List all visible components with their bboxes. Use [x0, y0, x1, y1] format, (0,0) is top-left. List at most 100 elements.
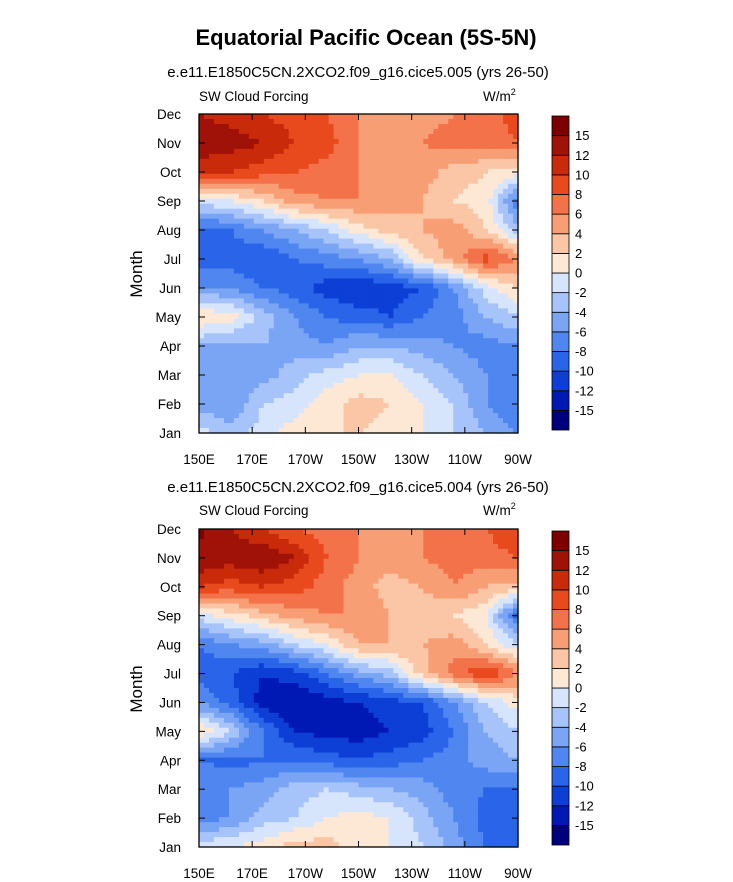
contour-cell — [243, 563, 250, 570]
contour-cell — [433, 408, 439, 414]
contour-cell — [448, 213, 454, 220]
contour-cell — [228, 563, 235, 570]
contour-cell — [293, 153, 300, 160]
contour-cell — [273, 578, 280, 585]
contour-cell — [443, 208, 449, 215]
contour-cell — [368, 333, 375, 339]
contour-cell — [453, 213, 459, 220]
contour-cell — [503, 148, 509, 155]
contour-cell — [438, 128, 444, 135]
contour-cell — [268, 138, 275, 145]
contour-cell — [503, 163, 509, 170]
contour-cell — [478, 123, 484, 130]
contour-cell — [423, 228, 429, 235]
contour-cell — [368, 573, 375, 580]
contour-cell — [363, 408, 370, 414]
contour-cell — [413, 553, 419, 560]
contour-cell — [263, 553, 270, 560]
contour-cell — [248, 563, 255, 570]
contour-cell — [498, 378, 504, 384]
contour-cell — [333, 118, 340, 125]
contour-cell — [393, 578, 399, 585]
contour-cell — [458, 343, 464, 349]
contour-cell — [373, 308, 380, 314]
contour-cell — [473, 313, 479, 319]
contour-cell — [343, 178, 350, 185]
contour-cell — [288, 123, 295, 130]
contour-cell — [303, 193, 310, 200]
contour-cell — [218, 118, 225, 125]
contour-cell — [203, 583, 210, 590]
contour-cell — [493, 118, 499, 125]
contour-cell — [248, 363, 255, 369]
contour-cell — [223, 423, 230, 429]
contour-cell — [338, 368, 345, 374]
contour-cell — [393, 323, 399, 329]
contour-cell — [428, 303, 434, 309]
contour-cell — [318, 368, 325, 374]
contour-cell — [313, 198, 320, 205]
contour-cell — [418, 548, 424, 555]
contour-cell — [253, 338, 260, 344]
contour-cell — [448, 228, 454, 235]
contour-cell — [353, 138, 360, 145]
contour-cell — [318, 529, 325, 535]
contour-cell — [248, 273, 255, 280]
contour-cell — [498, 308, 504, 314]
colorbar-label: -12 — [575, 383, 594, 398]
contour-cell — [478, 543, 484, 550]
contour-cell — [298, 328, 305, 334]
contour-cell — [513, 128, 519, 135]
contour-cell — [468, 178, 474, 185]
contour-cell — [403, 163, 409, 170]
contour-cell — [343, 133, 350, 140]
contour-cell — [408, 218, 414, 225]
contour-cell — [218, 263, 225, 270]
contour-cell — [213, 423, 220, 429]
contour-cell — [368, 114, 375, 120]
contour-cell — [503, 403, 509, 409]
contour-cell — [278, 568, 285, 575]
contour-cell — [363, 383, 370, 389]
contour-cell — [213, 208, 220, 215]
contour-cell — [338, 293, 345, 300]
contour-cell — [508, 423, 514, 429]
contour-cell — [428, 133, 434, 140]
contour-cell — [423, 128, 429, 135]
contour-cell — [358, 543, 365, 550]
contour-cell — [493, 128, 499, 135]
contour-cell — [258, 303, 265, 309]
contour-cell — [199, 293, 205, 300]
contour-cell — [288, 293, 295, 300]
contour-cell — [443, 378, 449, 384]
contour-cell — [388, 163, 394, 170]
contour-cell — [328, 238, 335, 245]
contour-cell — [508, 338, 514, 344]
contour-cell — [203, 323, 210, 329]
contour-cell — [318, 128, 325, 135]
contour-cell — [243, 158, 250, 165]
contour-cell — [333, 393, 340, 399]
contour-cell — [488, 383, 494, 389]
contour-cell — [378, 393, 385, 399]
contour-cell — [468, 403, 474, 409]
contour-cell — [343, 573, 350, 580]
contour-cell — [473, 138, 479, 145]
contour-cell — [238, 133, 245, 140]
contour-cell — [478, 138, 484, 145]
contour-cell — [418, 353, 424, 359]
contour-cell — [483, 173, 489, 180]
contour-cell — [423, 203, 429, 210]
contour-cell — [253, 403, 260, 409]
contour-cell — [493, 273, 499, 280]
contour-cell — [388, 218, 394, 225]
contour-cell — [408, 328, 414, 334]
contour-cell — [318, 173, 325, 180]
contour-cell — [483, 529, 489, 535]
contour-cell — [468, 358, 474, 364]
contour-cell — [428, 233, 434, 240]
contour-cell — [508, 178, 514, 185]
contour-cell — [513, 213, 519, 220]
contour-cell — [323, 428, 330, 434]
contour-cell — [228, 293, 235, 300]
